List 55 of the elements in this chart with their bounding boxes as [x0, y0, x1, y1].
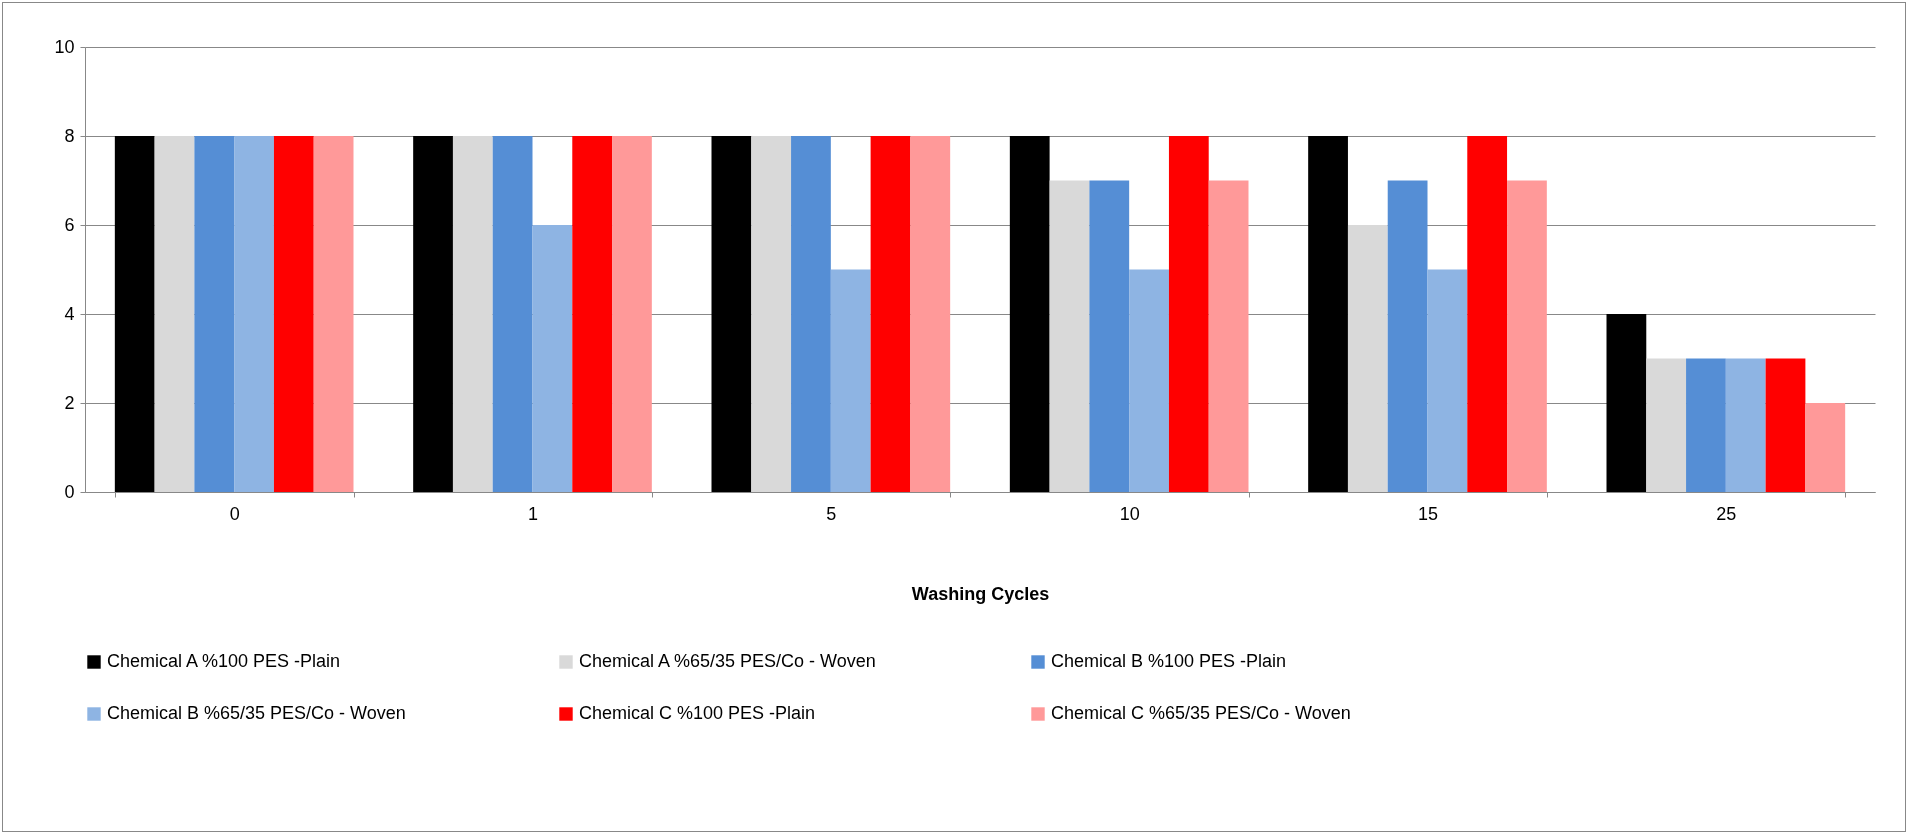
- bar: [1009, 136, 1050, 492]
- bar: [572, 136, 613, 492]
- x-tick-label: 5: [826, 503, 837, 524]
- legend-label: Chemical B %100 PES -Plain: [1051, 651, 1287, 671]
- bar: [711, 136, 752, 492]
- y-tick-label: 6: [64, 214, 75, 235]
- bar: [234, 136, 274, 492]
- bar: [1606, 314, 1647, 492]
- x-tick-label: 1: [527, 503, 539, 524]
- bar: [910, 136, 951, 492]
- bar: [791, 136, 831, 492]
- x-axis-title: Washing Cycles: [911, 583, 1050, 604]
- bar: [1805, 403, 1846, 492]
- bar: [1646, 358, 1687, 492]
- bar: [1507, 180, 1547, 492]
- bar: [273, 136, 314, 492]
- x-tick-label: 0: [229, 503, 240, 524]
- x-tick-label: 10: [1119, 503, 1140, 524]
- bar: [1129, 269, 1169, 492]
- bar: [1467, 136, 1508, 492]
- bar: [1725, 358, 1766, 492]
- bar: [1765, 358, 1806, 492]
- bar: [1308, 136, 1348, 492]
- x-tick-label: 15: [1417, 503, 1439, 524]
- x-tick-label: 25: [1716, 503, 1737, 524]
- y-tick-label: 2: [64, 392, 75, 413]
- bar: [114, 136, 155, 492]
- bar: [1208, 180, 1249, 492]
- bar: [1168, 136, 1209, 492]
- bar: [313, 136, 354, 492]
- legend-label: Chemical A %65/35 PES/Co - Woven: [579, 651, 876, 671]
- bar: [830, 269, 871, 492]
- bar: [1089, 180, 1130, 492]
- legend-label: Chemical B %65/35 PES/Co - Woven: [107, 703, 406, 723]
- bar: [1686, 358, 1726, 492]
- bar: [532, 225, 573, 492]
- legend-label: Chemical C %65/35 PES/Co - Woven: [1051, 703, 1351, 723]
- bar: [751, 136, 792, 492]
- y-tick-label: 8: [64, 125, 75, 146]
- bar: [1387, 180, 1428, 492]
- bar: [870, 136, 911, 492]
- bar: [413, 136, 453, 492]
- y-tick-label: 0: [64, 481, 75, 502]
- bar: [1347, 225, 1388, 492]
- bar: [492, 136, 533, 492]
- bar: [452, 136, 493, 492]
- y-tick-label: 4: [64, 303, 75, 324]
- legend-label: Chemical C %100 PES -Plain: [579, 703, 816, 723]
- y-tick-label: 10: [54, 36, 75, 57]
- bar: [612, 136, 652, 492]
- bar: [1427, 269, 1468, 492]
- legend-label: Chemical A %100 PES -Plain: [107, 651, 341, 671]
- bar: [154, 136, 195, 492]
- bar: [1049, 180, 1090, 492]
- bar: [194, 136, 235, 492]
